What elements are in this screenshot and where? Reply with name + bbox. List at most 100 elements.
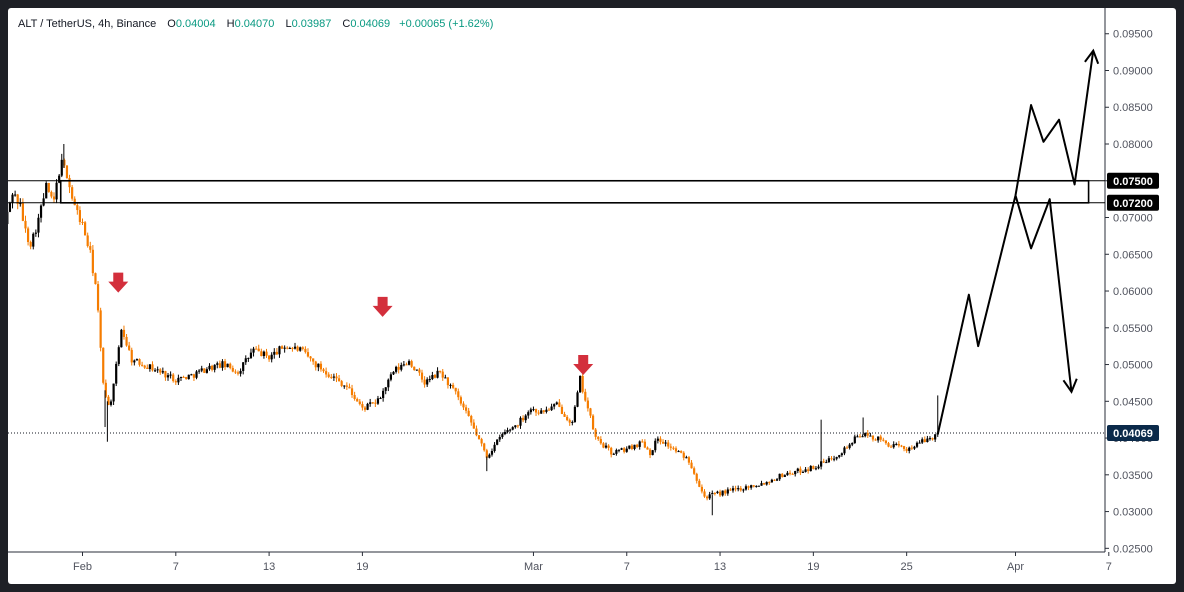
candle-body xyxy=(71,187,74,199)
candle-body xyxy=(547,409,551,411)
open-value: 0.04004 xyxy=(175,18,216,30)
candle-body xyxy=(431,375,434,380)
candle-body xyxy=(693,468,696,474)
low-value: 0.03987 xyxy=(291,18,332,30)
candle-body xyxy=(845,447,849,449)
candle-body xyxy=(721,490,724,496)
candle-body xyxy=(185,376,188,380)
candle-body xyxy=(783,475,786,477)
candle-body xyxy=(314,361,317,368)
candle-body xyxy=(812,465,815,469)
candle-body xyxy=(882,439,885,441)
candle-body xyxy=(81,221,84,223)
candle-body xyxy=(480,439,483,444)
projection-up-path-head xyxy=(1084,48,1100,65)
candle-body xyxy=(60,159,63,176)
candle-body xyxy=(16,194,19,205)
candle-body xyxy=(654,440,657,451)
candle-body xyxy=(174,381,177,383)
candle-body xyxy=(345,385,348,387)
open-key: O xyxy=(167,18,176,30)
candle-body xyxy=(190,374,193,376)
y-tick-label: 0.02500 xyxy=(1113,543,1153,555)
candle-body xyxy=(143,365,146,368)
candle-body xyxy=(239,370,242,374)
candle-body xyxy=(161,371,164,373)
candle-body xyxy=(288,348,291,350)
candle-body xyxy=(104,382,107,397)
candle-body xyxy=(343,385,346,387)
candle-body xyxy=(483,443,486,451)
candle-body xyxy=(739,488,742,491)
candle-body xyxy=(78,210,82,222)
candle-body xyxy=(524,415,527,421)
candle-body xyxy=(387,379,390,388)
candle-body xyxy=(584,391,587,401)
candle-body xyxy=(467,410,470,416)
candle-body xyxy=(332,376,335,378)
candle-body xyxy=(687,457,691,463)
x-tick-label: Apr xyxy=(1007,561,1024,573)
candle-body xyxy=(506,430,509,433)
candle-body xyxy=(366,403,369,410)
candle-body xyxy=(705,496,709,499)
candle-body xyxy=(711,492,714,495)
red-down-arrow-icon xyxy=(108,272,129,293)
candle-body xyxy=(757,485,761,487)
candle-body xyxy=(234,371,237,373)
candle-body xyxy=(384,387,387,391)
candle-body xyxy=(729,489,732,491)
candle-body xyxy=(566,416,569,421)
candle-body xyxy=(397,366,400,370)
candle-body xyxy=(496,439,499,445)
candle-body xyxy=(374,402,377,404)
candle-body xyxy=(573,406,577,422)
candle-body xyxy=(304,348,307,353)
candle-body xyxy=(221,361,224,368)
candle-body xyxy=(439,370,442,372)
high-key: H xyxy=(226,18,235,30)
candle-body xyxy=(493,444,496,452)
candle-body xyxy=(14,194,17,196)
candle-body xyxy=(534,409,538,413)
level-tag-0-075: 0.07500 xyxy=(1113,176,1153,188)
candle-body xyxy=(187,374,190,380)
candle-body xyxy=(76,205,79,211)
y-tick-label: 0.08000 xyxy=(1113,139,1153,151)
candle-body xyxy=(579,375,582,393)
candle-body xyxy=(146,367,149,369)
candle-body xyxy=(807,469,810,472)
candle-body xyxy=(130,349,133,363)
candle-body xyxy=(312,358,315,362)
candle-body xyxy=(319,363,323,370)
candle-body xyxy=(708,494,711,499)
candle-body xyxy=(402,364,405,366)
candle-body xyxy=(760,483,763,486)
candle-body xyxy=(29,241,32,247)
candle-body xyxy=(809,465,812,472)
candle-body xyxy=(641,441,644,443)
candle-body xyxy=(182,376,185,378)
x-tick-label: 25 xyxy=(901,561,913,573)
candle-body xyxy=(558,402,561,407)
candle-body xyxy=(651,450,654,456)
candle-body xyxy=(436,370,439,378)
candle-body xyxy=(921,439,924,443)
candle-body xyxy=(646,447,649,450)
candle-body xyxy=(299,347,302,351)
candle-body xyxy=(65,165,69,178)
candle-body xyxy=(718,491,722,496)
y-tick-label: 0.03000 xyxy=(1113,507,1153,519)
candle-body xyxy=(669,446,672,448)
candle-body xyxy=(99,310,102,348)
candle-body xyxy=(630,445,634,449)
candle-body xyxy=(576,392,579,407)
candle-body xyxy=(923,439,926,443)
candle-body xyxy=(102,347,105,383)
price-chart[interactable]: 0.025000.030000.035000.040000.045000.050… xyxy=(8,8,1176,584)
candle-body xyxy=(361,404,364,408)
candle-body xyxy=(405,364,408,366)
candle-body xyxy=(177,377,180,383)
candle-body xyxy=(752,485,755,487)
candle-body xyxy=(838,455,841,458)
